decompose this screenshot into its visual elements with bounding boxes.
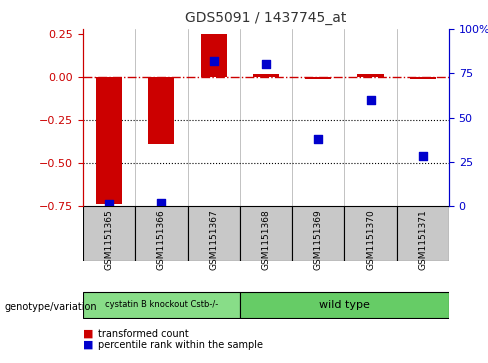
Point — [262, 62, 270, 68]
Title: GDS5091 / 1437745_at: GDS5091 / 1437745_at — [185, 11, 346, 25]
Bar — [135, 206, 187, 261]
Bar — [345, 206, 397, 261]
Bar — [96, 77, 122, 204]
Bar — [83, 292, 240, 318]
Bar — [187, 206, 240, 261]
Text: ■: ■ — [83, 329, 94, 339]
Bar — [240, 206, 292, 261]
Bar — [201, 34, 227, 77]
Text: wild type: wild type — [319, 300, 370, 310]
Point — [158, 200, 165, 205]
Point — [366, 97, 374, 103]
Text: GSM1151366: GSM1151366 — [157, 209, 166, 270]
Text: GSM1151369: GSM1151369 — [314, 209, 323, 270]
Text: transformed count: transformed count — [98, 329, 188, 339]
Bar — [253, 74, 279, 77]
Bar — [397, 206, 449, 261]
Text: GSM1151370: GSM1151370 — [366, 209, 375, 270]
Text: genotype/variation: genotype/variation — [5, 302, 98, 312]
Bar — [148, 77, 175, 144]
Point — [210, 58, 218, 64]
Point — [419, 154, 427, 159]
Bar — [305, 77, 331, 79]
Text: cystatin B knockout Cstb-/-: cystatin B knockout Cstb-/- — [105, 301, 218, 309]
Bar — [240, 292, 449, 318]
Text: GSM1151368: GSM1151368 — [262, 209, 270, 270]
Bar — [358, 74, 384, 77]
Text: GSM1151365: GSM1151365 — [104, 209, 114, 270]
Text: ■: ■ — [83, 340, 94, 350]
Bar — [410, 77, 436, 79]
Point — [105, 201, 113, 207]
Point — [314, 136, 322, 142]
Text: percentile rank within the sample: percentile rank within the sample — [98, 340, 263, 350]
Text: GSM1151371: GSM1151371 — [418, 209, 427, 270]
Text: GSM1151367: GSM1151367 — [209, 209, 218, 270]
Bar — [83, 206, 135, 261]
Bar — [292, 206, 345, 261]
